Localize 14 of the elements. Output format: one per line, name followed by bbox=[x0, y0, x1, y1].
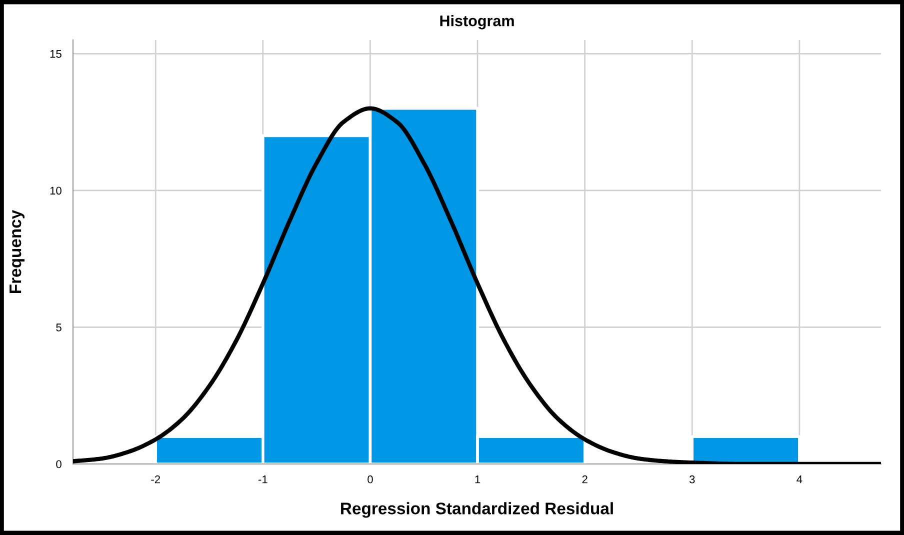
x-tick-label: 1 bbox=[475, 476, 480, 484]
x-tick-label: -1 bbox=[258, 476, 268, 484]
x-tick-label: 2 bbox=[582, 475, 588, 484]
y-tick-label: 15 bbox=[50, 50, 62, 58]
x-tick-label: -2 bbox=[151, 475, 160, 484]
y-tick-label: 0 bbox=[56, 460, 62, 468]
x-tick-label: 4 bbox=[796, 476, 802, 484]
x-tick-label: 3 bbox=[689, 475, 695, 484]
x-axis-title: Regression Standardized Residual bbox=[341, 502, 613, 518]
chart-title: Histogram bbox=[440, 15, 514, 30]
y-tick-label: 10 bbox=[50, 186, 62, 195]
y-tick-label: 5 bbox=[56, 324, 62, 332]
y-axis-title: Frequency bbox=[10, 210, 25, 294]
x-tick-label: 0 bbox=[368, 475, 373, 484]
